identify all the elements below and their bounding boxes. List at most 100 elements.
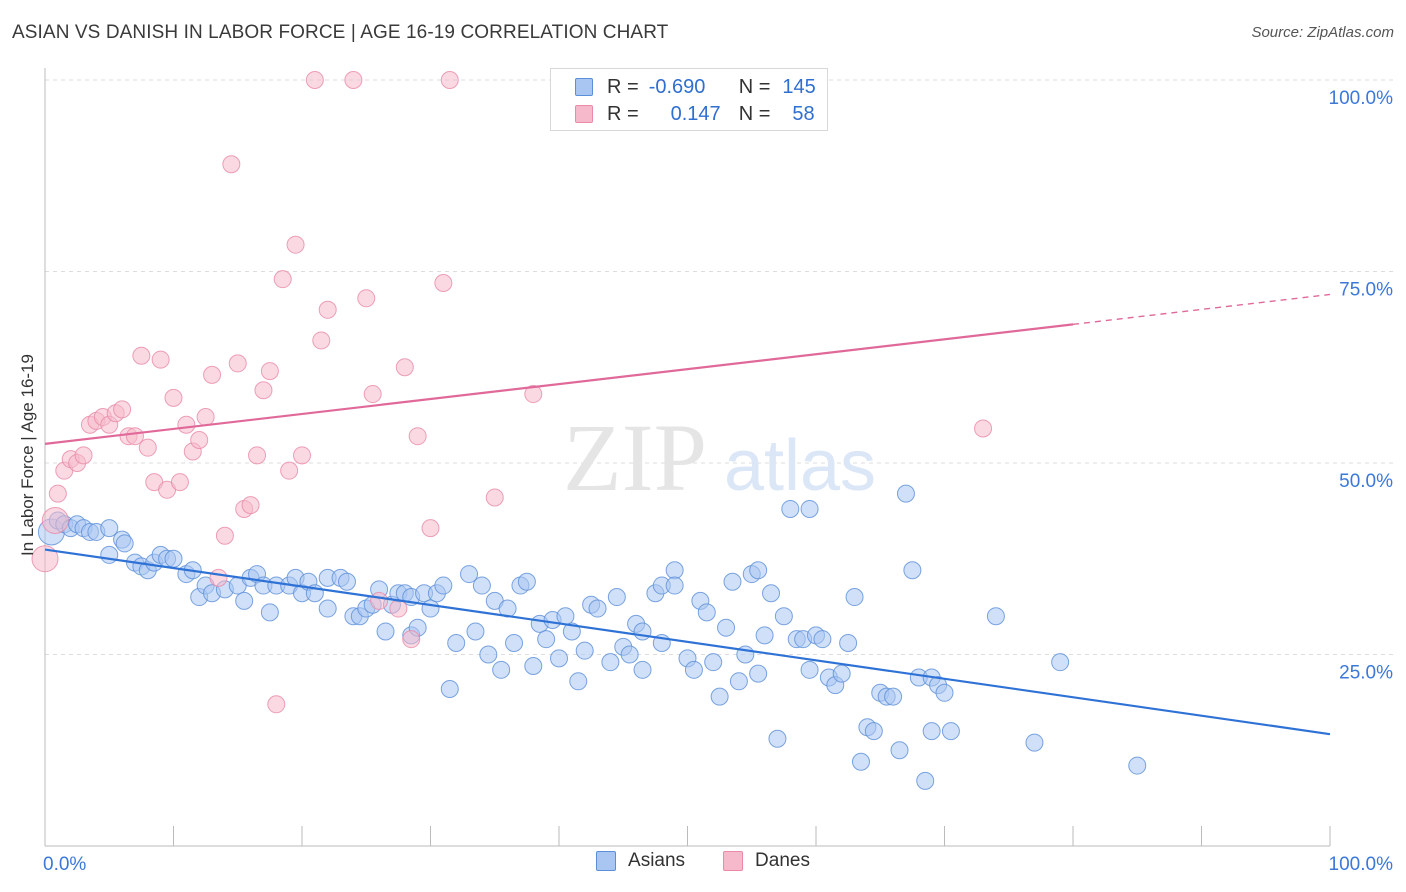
asian-point (421, 599, 440, 618)
asian-point (986, 607, 1005, 626)
dane-point (177, 415, 196, 434)
asian-point (633, 622, 652, 641)
dane-point (305, 71, 324, 89)
asian-point (864, 722, 883, 741)
bottom-legend-asians: Asians (596, 850, 685, 872)
dane-point (402, 630, 421, 649)
asian-point (774, 607, 793, 626)
dane-point (31, 545, 59, 573)
asian-point (588, 599, 607, 618)
asian-point (851, 752, 870, 771)
dane-point (408, 427, 427, 446)
legend-r-value: -0.690 (648, 75, 706, 98)
asian-point (762, 584, 781, 603)
dane-point (440, 71, 459, 89)
asian-point (800, 660, 819, 679)
asian-point (562, 622, 581, 641)
asian-point (781, 499, 800, 518)
asian-point (941, 722, 960, 741)
dane-point (151, 350, 170, 369)
asian-point (479, 645, 498, 664)
asian-point (935, 683, 954, 702)
bottom-legend-danes: Danes (723, 850, 810, 872)
dane-point (248, 446, 267, 465)
asian-point (537, 630, 556, 649)
asian-point (460, 565, 479, 584)
dane-point (485, 488, 504, 507)
asian-point (723, 572, 742, 591)
dane-point (215, 526, 234, 545)
legend-r-label: R = (607, 102, 639, 125)
y-tick-label: 50.0% (1339, 471, 1393, 492)
asian-point (524, 656, 543, 675)
dane-point (524, 385, 543, 404)
dane-point (293, 446, 311, 465)
asian-point (845, 588, 864, 607)
asian-point (832, 664, 851, 683)
asian-point (665, 576, 684, 595)
asian-point (800, 499, 819, 518)
legend-r-value: 0.147 (670, 102, 721, 125)
dane-point (286, 235, 305, 254)
asian-point (115, 534, 134, 553)
asians-trend-line (44, 548, 1331, 736)
asian-point (717, 618, 736, 637)
asian-point (434, 576, 453, 595)
asian-point (665, 561, 684, 580)
legend-n-label: N = (738, 75, 771, 98)
asian-point (607, 588, 626, 607)
dane-point (48, 484, 67, 503)
dane-point (113, 400, 132, 419)
asian-point (729, 672, 748, 691)
dane-point (267, 695, 286, 714)
dane-point (241, 496, 260, 515)
x-tick-label: 0.0% (43, 854, 86, 875)
trend-layer (44, 293, 1331, 736)
dane-point (421, 519, 440, 538)
dane-point (974, 419, 993, 438)
dane-point (260, 362, 279, 381)
asian-point (466, 622, 485, 641)
asian-point (710, 687, 729, 706)
dane-point (203, 365, 222, 384)
asian-point (749, 561, 768, 580)
y-axis-label: In Labor Force | Age 16-19 (18, 354, 37, 556)
asian-point (1128, 756, 1147, 775)
dane-point (363, 385, 382, 404)
dane-point (280, 461, 299, 480)
asian-point (601, 653, 620, 672)
legend-row-danes: R = 0.147 N = 58 (575, 102, 815, 126)
asian-point (768, 729, 787, 748)
asian-point (569, 672, 588, 691)
chart-title: ASIAN VS DANISH IN LABOR FORCE | AGE 16-… (12, 22, 669, 43)
dane-point (434, 273, 453, 292)
asian-point (749, 664, 768, 683)
asian-point (839, 634, 858, 653)
watermark-zip: ZIP (563, 404, 707, 511)
asian-point (492, 660, 511, 679)
dane-point (132, 346, 151, 365)
legend: R = -0.690 N = 145 R = 0.147 N = 58 (550, 68, 828, 131)
dane-point (196, 408, 215, 427)
asian-point (620, 645, 639, 664)
asian-point (684, 660, 703, 679)
asian-point (813, 630, 832, 649)
dane-point (312, 331, 331, 350)
asian-point (922, 722, 941, 741)
dane-point (209, 568, 228, 587)
legend-n-label: N = (738, 102, 771, 125)
asian-point (916, 771, 935, 790)
y-tick-label: 100.0% (1329, 88, 1394, 109)
asian-point (1051, 653, 1070, 672)
asian-point (318, 599, 337, 618)
dane-point (74, 446, 93, 465)
dane-point (222, 155, 241, 174)
asian-point (447, 634, 466, 653)
asian-point (903, 561, 922, 580)
danes-trend-line (44, 323, 1074, 445)
asian-point (884, 687, 903, 706)
legend-n-value: 58 (792, 102, 815, 125)
asian-point (235, 591, 254, 610)
asians-swatch (575, 78, 593, 96)
